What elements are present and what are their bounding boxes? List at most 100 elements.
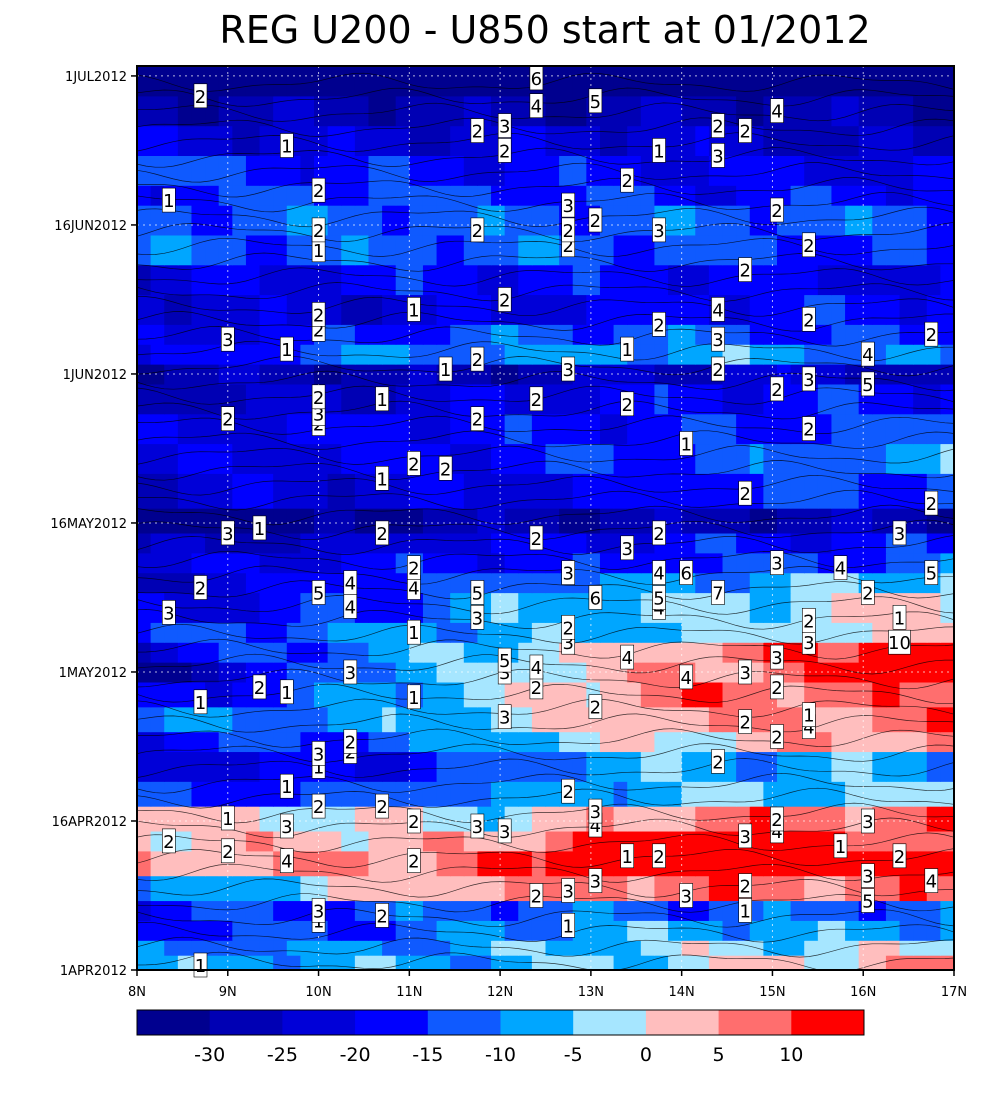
field-cell	[790, 622, 805, 643]
field-cell	[327, 751, 342, 782]
contour-label-box	[679, 664, 694, 690]
field-cell	[913, 205, 928, 236]
field-cell	[790, 155, 805, 186]
field-cell	[763, 413, 778, 445]
field-cell	[926, 364, 941, 385]
field-cell	[872, 681, 887, 708]
contour-label-text: 1	[653, 141, 664, 162]
field-cell	[436, 751, 451, 782]
field-cell	[300, 508, 315, 534]
field-cell	[858, 622, 873, 643]
field-cell	[749, 731, 764, 753]
field-cell	[273, 662, 288, 683]
contour-label-text: 3	[739, 827, 750, 848]
contour-label-box	[252, 674, 267, 700]
field-cell	[286, 383, 301, 415]
field-cell	[640, 413, 656, 445]
field-cell	[559, 294, 574, 325]
field-cell	[654, 622, 669, 643]
field-cell	[164, 552, 179, 574]
field-cell	[150, 751, 165, 782]
field-cell	[940, 622, 954, 643]
field-cell	[422, 781, 438, 807]
contour-label-text: 1	[163, 191, 174, 212]
field-cell	[885, 205, 901, 236]
field-cell	[817, 473, 833, 509]
field-cell	[790, 443, 805, 474]
field-cell	[872, 706, 887, 733]
field-cell	[477, 155, 492, 186]
field-cell	[804, 955, 819, 970]
contour-label-box	[162, 600, 176, 625]
contour-label: 1	[407, 297, 421, 322]
field-cell	[422, 900, 438, 921]
field-cell	[940, 264, 954, 296]
field-cell	[245, 806, 261, 832]
field-cell	[422, 324, 438, 345]
field-cell	[150, 850, 165, 877]
contour-label-text: 3	[771, 554, 782, 575]
field-cell	[422, 155, 438, 186]
field-cell	[858, 294, 873, 325]
field-cell	[722, 622, 737, 643]
field-cell	[286, 294, 301, 325]
contour-label-text: 2	[803, 611, 814, 632]
field-cell	[354, 443, 370, 474]
contour-label: 2	[470, 346, 485, 372]
field-cell	[177, 572, 193, 594]
field-cell	[218, 622, 233, 643]
field-cell	[259, 781, 274, 807]
field-cell	[627, 443, 642, 474]
field-cell	[586, 234, 601, 266]
field-cell	[599, 155, 615, 186]
field-cell	[681, 731, 696, 753]
field-cell	[831, 806, 846, 832]
field-cell	[613, 264, 628, 296]
field-cell	[327, 875, 342, 902]
field-cell	[627, 681, 642, 708]
contour-label: 4	[711, 297, 725, 322]
field-cell	[205, 532, 220, 554]
contour-label: 2	[375, 793, 389, 819]
field-cell	[300, 662, 315, 683]
field-cell	[599, 751, 615, 782]
field-cell	[599, 731, 615, 753]
field-cell	[586, 552, 601, 574]
field-cell	[436, 955, 451, 970]
field-cell	[763, 592, 778, 623]
field-cell	[382, 706, 397, 733]
field-cell	[259, 234, 274, 266]
field-cell	[899, 900, 914, 921]
contour-line	[137, 191, 954, 213]
field-cell	[599, 622, 615, 643]
field-cell	[831, 681, 846, 708]
field-cell	[599, 264, 615, 296]
field-cell	[177, 155, 193, 186]
contour-label: 3	[711, 143, 725, 168]
field-cell	[913, 662, 928, 683]
field-cell	[491, 875, 506, 902]
field-cell	[504, 155, 519, 186]
contour-label-text: 5	[313, 584, 324, 605]
contour-label-text: 2	[472, 350, 483, 371]
field-cell	[790, 781, 805, 807]
contour-label-box	[860, 341, 875, 367]
field-cell	[245, 900, 261, 921]
field-cell	[395, 383, 410, 415]
field-cell	[654, 806, 669, 832]
field-cell	[259, 875, 274, 902]
field-cell	[177, 830, 193, 852]
contour-label-text: 1	[408, 623, 419, 644]
contour-label: 2	[162, 828, 176, 854]
field-cell	[504, 532, 519, 554]
field-cell	[531, 473, 547, 509]
field-cell	[286, 205, 301, 236]
field-cell	[681, 850, 696, 877]
field-cell	[531, 324, 547, 345]
field-cell	[327, 234, 342, 266]
field-cell	[627, 806, 642, 832]
field-cell	[409, 324, 424, 345]
field-cell	[300, 900, 315, 921]
contour-label-text: 4	[803, 718, 814, 739]
contour-label-box	[801, 702, 816, 728]
